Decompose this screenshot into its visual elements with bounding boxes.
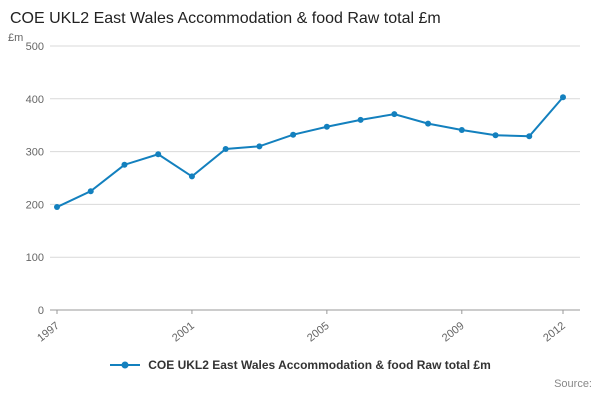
y-tick-label: 100 <box>26 252 44 264</box>
x-tick-label: 1997 <box>35 320 62 345</box>
data-point-marker[interactable] <box>458 126 465 133</box>
data-point-marker[interactable] <box>222 145 229 152</box>
y-tick-label: 300 <box>26 147 44 159</box>
y-tick-label: 500 <box>26 41 44 53</box>
data-point-marker[interactable] <box>54 204 60 211</box>
legend-label: COE UKL2 East Wales Accommodation & food… <box>148 358 491 372</box>
data-point-marker[interactable] <box>290 131 297 138</box>
line-chart-plot-area[interactable]: 0 100 200 300 400 500 1997 2001 2005 2009 2012 <box>0 38 600 350</box>
series-line[interactable] <box>56 96 564 208</box>
data-point-marker[interactable] <box>357 116 364 123</box>
data-point-marker[interactable] <box>492 132 499 139</box>
data-point-marker[interactable] <box>87 188 94 195</box>
data-point-marker[interactable] <box>425 120 432 127</box>
data-point-marker[interactable] <box>391 111 398 118</box>
data-point-marker[interactable] <box>323 123 330 130</box>
data-point-marker[interactable] <box>526 133 533 140</box>
data-point-marker[interactable] <box>188 173 195 180</box>
chart-title: COE UKL2 East Wales Accommodation & food… <box>10 10 441 27</box>
legend: COE UKL2 East Wales Accommodation & food… <box>0 358 600 372</box>
x-tick-label: 2009 <box>440 320 467 345</box>
x-tick-label: 2005 <box>305 320 332 345</box>
y-tick-label: 200 <box>26 199 44 211</box>
y-tick-label: 400 <box>26 94 44 106</box>
x-tick-label: 2001 <box>170 320 197 345</box>
data-point-marker[interactable] <box>560 94 566 101</box>
x-tick-label: 2012 <box>541 320 568 345</box>
data-point-marker[interactable] <box>121 161 128 168</box>
y-tick-label: 0 <box>38 305 44 317</box>
legend-line-marker-icon <box>110 361 141 369</box>
source-label: Source: <box>554 378 592 390</box>
y-axis-unit-label: £m <box>8 32 24 44</box>
data-point-marker[interactable] <box>155 151 162 158</box>
data-point-marker[interactable] <box>256 143 263 150</box>
